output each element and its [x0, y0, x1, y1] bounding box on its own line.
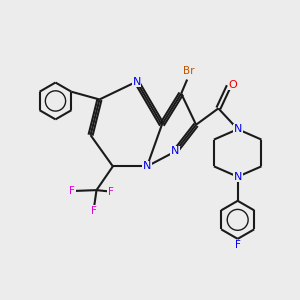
Text: N: N — [233, 124, 242, 134]
Text: N: N — [233, 172, 242, 182]
Text: N: N — [132, 76, 141, 87]
Text: O: O — [229, 80, 238, 90]
Text: F: F — [91, 206, 97, 216]
Text: Br: Br — [183, 66, 194, 76]
Text: F: F — [235, 240, 241, 250]
Text: N: N — [171, 146, 179, 157]
Text: N: N — [143, 161, 151, 171]
Text: F: F — [69, 186, 75, 196]
Text: F: F — [108, 187, 114, 196]
